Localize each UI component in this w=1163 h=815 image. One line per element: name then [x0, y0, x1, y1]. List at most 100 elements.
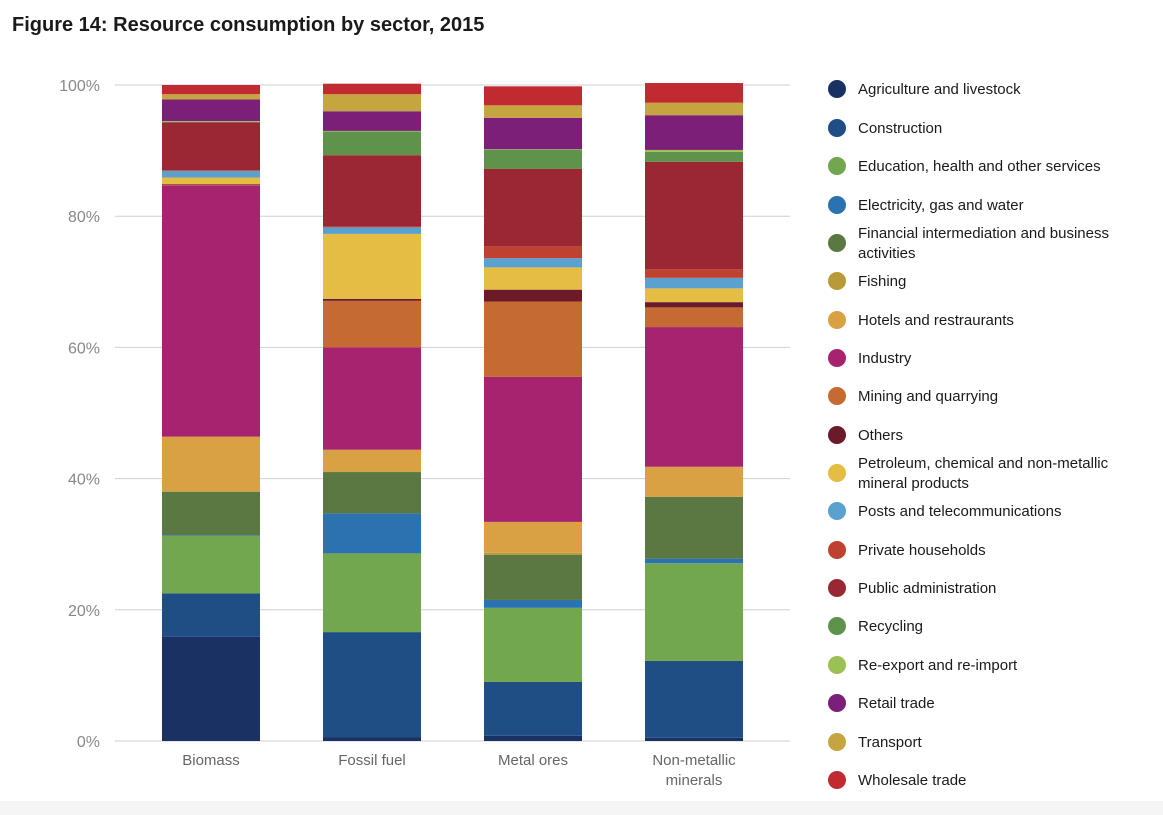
legend-label: Wholesale trade [858, 772, 966, 789]
bar-segment [645, 660, 743, 738]
bar-stack [162, 85, 260, 741]
legend-label: Private households [858, 542, 986, 559]
bar-segment [645, 269, 743, 278]
legend-item: Wholesale trade [828, 771, 966, 789]
y-tick-label: 0% [77, 734, 100, 751]
legend-item: Private households [828, 541, 986, 559]
legend-item: Construction [828, 119, 942, 137]
bar-segment [323, 131, 421, 156]
bar-segment [323, 83, 421, 95]
legend-marker [828, 694, 846, 712]
bar-stack [484, 86, 582, 741]
bar-segment [645, 563, 743, 661]
bar-segment [645, 115, 743, 150]
bar-stack [323, 83, 421, 741]
bar-segment [323, 471, 421, 473]
legend-item: Education, health and other services [828, 157, 1101, 175]
bar-segment [162, 184, 260, 185]
bar-segment [162, 636, 260, 741]
bar-segment [645, 496, 743, 497]
legend-label: Electricity, gas and water [858, 197, 1024, 214]
bar-segment [162, 94, 260, 100]
legend-label: Industry [858, 350, 912, 367]
bar-segment [484, 149, 582, 150]
legend-marker [828, 541, 846, 559]
legend-item: Financial intermediation and business act… [828, 225, 1109, 262]
bar-segment [323, 233, 421, 299]
bar-segment [162, 436, 260, 492]
chart-title: Figure 14: Resource consumption by secto… [12, 14, 485, 36]
bar-segment [645, 327, 743, 467]
bar-segment [323, 298, 421, 301]
x-tick-label: Non-metallic [652, 752, 736, 769]
legend-marker [828, 733, 846, 751]
legend-marker [828, 387, 846, 405]
legend-label: Hotels and restraurants [858, 312, 1014, 329]
bar-segment [323, 513, 421, 554]
bar-segment [162, 177, 260, 185]
legend-marker [828, 656, 846, 674]
bar-segment [162, 535, 260, 594]
bar-segment [323, 226, 421, 228]
bar-segment [484, 554, 582, 600]
bar-segment [484, 376, 582, 522]
bar-segment [323, 155, 421, 227]
legend-label: Financial intermediation and business act… [858, 225, 1109, 262]
bar-segment [645, 151, 743, 162]
bar-segment [323, 111, 421, 131]
bar-segment [484, 289, 582, 302]
legend-item: Transport [828, 733, 922, 751]
bar-segment [162, 99, 260, 122]
legend-label: Petroleum, chemical and non-metallic mine… [858, 455, 1109, 492]
y-tick-label: 100% [59, 78, 100, 95]
legend-marker [828, 272, 846, 290]
legend-label: Posts and telecommunications [858, 503, 1061, 520]
bar-segment [162, 535, 260, 536]
legend-item: Electricity, gas and water [828, 196, 1024, 214]
bar-segment [323, 94, 421, 112]
legend-marker [828, 119, 846, 137]
legend-label: Education, health and other services [858, 158, 1101, 175]
bar-segment [484, 149, 582, 169]
legend-marker [828, 311, 846, 329]
legend-item: Retail trade [828, 694, 935, 712]
legend-marker [828, 234, 846, 252]
y-tick-label: 20% [68, 603, 100, 620]
legend-item: Public administration [828, 579, 996, 597]
bar-segment [645, 102, 743, 116]
bars [162, 83, 743, 741]
bar-segment [645, 558, 743, 564]
legend-label: Fishing [858, 273, 906, 290]
bar-segment [484, 599, 582, 608]
legend-item: Others [828, 426, 903, 444]
legend-item: Hotels and restraurants [828, 311, 1014, 329]
bar-segment [162, 185, 260, 437]
bar-segment [162, 170, 260, 171]
legend-label: Re-export and re-import [858, 657, 1018, 674]
y-tick-label: 80% [68, 209, 100, 226]
legend-label: Transport [858, 734, 922, 751]
legend-item: Mining and quarrying [828, 387, 998, 405]
legend-label: Public administration [858, 580, 996, 597]
bar-segment [484, 681, 582, 736]
x-tick-label: Fossil fuel [338, 752, 406, 769]
bar-segment [484, 117, 582, 150]
bar-segment [484, 168, 582, 247]
bar-segment [162, 85, 260, 95]
bar-segment [484, 735, 582, 741]
legend-label: Mining and quarrying [858, 388, 998, 405]
bar-segment [323, 632, 421, 738]
bar-segment [323, 130, 421, 132]
bar-segment [162, 121, 260, 123]
bar-segment [323, 737, 421, 741]
bar-segment [323, 449, 421, 472]
y-tick-label: 40% [68, 472, 100, 489]
bar-stack [645, 83, 743, 741]
x-tick-label: minerals [666, 772, 723, 789]
bar-segment [323, 300, 421, 348]
legend-marker [828, 196, 846, 214]
legend-marker [828, 579, 846, 597]
bar-segment [484, 105, 582, 118]
bar-segment [162, 491, 260, 492]
